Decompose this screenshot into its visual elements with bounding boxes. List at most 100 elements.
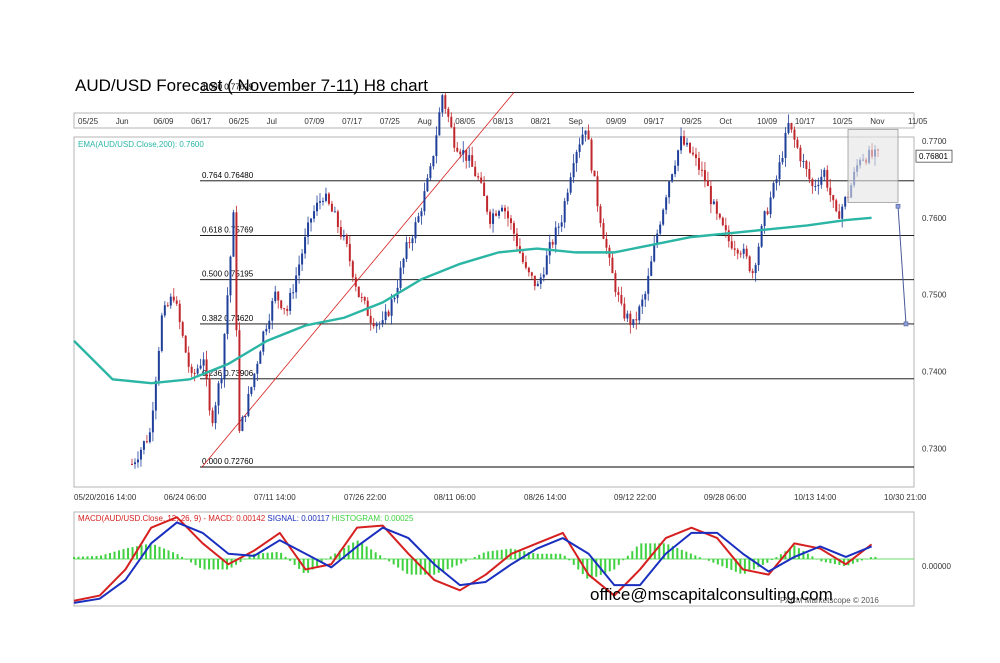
candle-body — [790, 123, 793, 130]
macd-histogram-bar — [734, 559, 737, 572]
candle-body — [647, 275, 650, 294]
candle-body — [408, 242, 411, 244]
macd-histogram-bar — [572, 559, 575, 565]
candle-body — [515, 233, 518, 247]
candle-body — [492, 213, 495, 224]
candle-body — [217, 383, 220, 406]
macd-histogram-bar — [680, 549, 683, 559]
contact-email[interactable]: office@mscapitalconsulting.com — [590, 585, 833, 604]
bottom-tick-label: 08/26 14:00 — [524, 493, 567, 502]
macd-histogram-bar — [554, 553, 557, 559]
candle-body — [414, 222, 417, 239]
macd-histogram-bar — [136, 546, 139, 559]
top-tick-label: 09/17 — [644, 117, 665, 126]
top-tick-label: 09/09 — [606, 117, 627, 126]
candle-body — [817, 184, 820, 187]
candle-body — [450, 116, 453, 128]
macd-legend-part: SIGNAL: 0.00117 — [265, 514, 330, 523]
candle-body — [545, 255, 548, 275]
candle-body — [727, 230, 730, 242]
candle-body — [641, 299, 644, 307]
macd-histogram-bar — [626, 555, 629, 559]
candle-body — [778, 162, 781, 180]
candle-body — [387, 311, 390, 316]
candle-body — [700, 169, 703, 171]
macd-legend-part: MACD(AUD/USD.Close, 12, 26, 9) — [78, 514, 201, 523]
candle-body — [784, 132, 787, 158]
top-tick-label: 07/09 — [304, 117, 325, 126]
macd-histogram-bar — [131, 547, 134, 559]
macd-histogram-bar — [496, 550, 499, 559]
macd-histogram-bar — [163, 548, 166, 559]
candle-body — [796, 139, 799, 148]
candle-body — [590, 139, 593, 171]
candle-body — [596, 176, 599, 207]
macd-histogram-bar — [617, 559, 620, 565]
macd-histogram-bar — [365, 546, 368, 559]
macd-histogram-bar — [766, 559, 769, 563]
candle-body — [378, 323, 381, 325]
candle-body — [844, 196, 847, 207]
candle-body — [775, 179, 778, 184]
candle-body — [190, 366, 193, 374]
candle-body — [244, 415, 247, 418]
macd-histogram-bar — [527, 552, 530, 559]
candle-body — [175, 300, 178, 304]
candle-body — [426, 178, 429, 192]
macd-histogram-bar — [428, 559, 431, 575]
macd-histogram-bar — [235, 559, 238, 565]
candle-body — [823, 169, 826, 177]
macd-histogram-bar — [698, 557, 701, 559]
candle-body — [456, 147, 459, 152]
macd-histogram-bar — [536, 553, 539, 559]
macd-histogram-bar — [374, 552, 377, 559]
macd-histogram-bar — [689, 553, 692, 559]
candle-body — [307, 222, 310, 237]
candle-body — [748, 256, 751, 272]
candle-body — [169, 296, 172, 306]
candle-body — [381, 320, 384, 324]
candle-body — [650, 261, 653, 276]
macd-histogram-bar — [401, 559, 404, 571]
fib-label: 0.764 0.76480 — [202, 171, 254, 180]
candle-body — [760, 226, 763, 247]
macd-histogram-bar — [199, 559, 202, 568]
y-tick-label: 0.7300 — [922, 445, 947, 454]
candle-body — [199, 365, 202, 369]
candle-body — [280, 300, 283, 309]
macd-histogram-bar — [500, 549, 503, 559]
candle-body — [587, 130, 590, 140]
candle-body — [330, 203, 333, 212]
macd-histogram-bar — [271, 552, 274, 559]
top-tick-label: 06/25 — [229, 117, 250, 126]
candle-body — [259, 351, 262, 364]
candle-body — [754, 265, 757, 274]
candle-body — [321, 200, 324, 202]
candle-body — [539, 277, 542, 284]
macd-histogram-bar — [478, 554, 481, 559]
macd-histogram-bar — [824, 559, 827, 563]
y-tick-label: 0.7500 — [922, 291, 947, 300]
candle-body — [766, 211, 769, 215]
top-tick-label: 07/17 — [342, 117, 363, 126]
candle-body — [551, 242, 554, 245]
candle-body — [611, 257, 614, 274]
candle-body — [820, 176, 823, 185]
candle-body — [333, 211, 336, 213]
macd-histogram-bar — [379, 555, 382, 559]
macd-histogram-bar — [203, 559, 206, 570]
macd-histogram-bar — [446, 559, 449, 570]
candle-body — [232, 212, 235, 257]
macd-histogram-bar — [397, 559, 400, 568]
macd-histogram-bar — [793, 545, 796, 559]
bottom-tick-label: 10/30 21:00 — [884, 493, 927, 502]
candle-body — [375, 323, 378, 327]
candle-body — [799, 147, 802, 162]
macd-legend: MACD(AUD/USD.Close, 12, 26, 9) - MACD: 0… — [78, 514, 414, 523]
candle-body — [393, 297, 396, 300]
candle-body — [581, 134, 584, 145]
candle-body — [838, 211, 841, 219]
candle-body — [787, 123, 790, 133]
macd-histogram-bar — [460, 559, 463, 564]
